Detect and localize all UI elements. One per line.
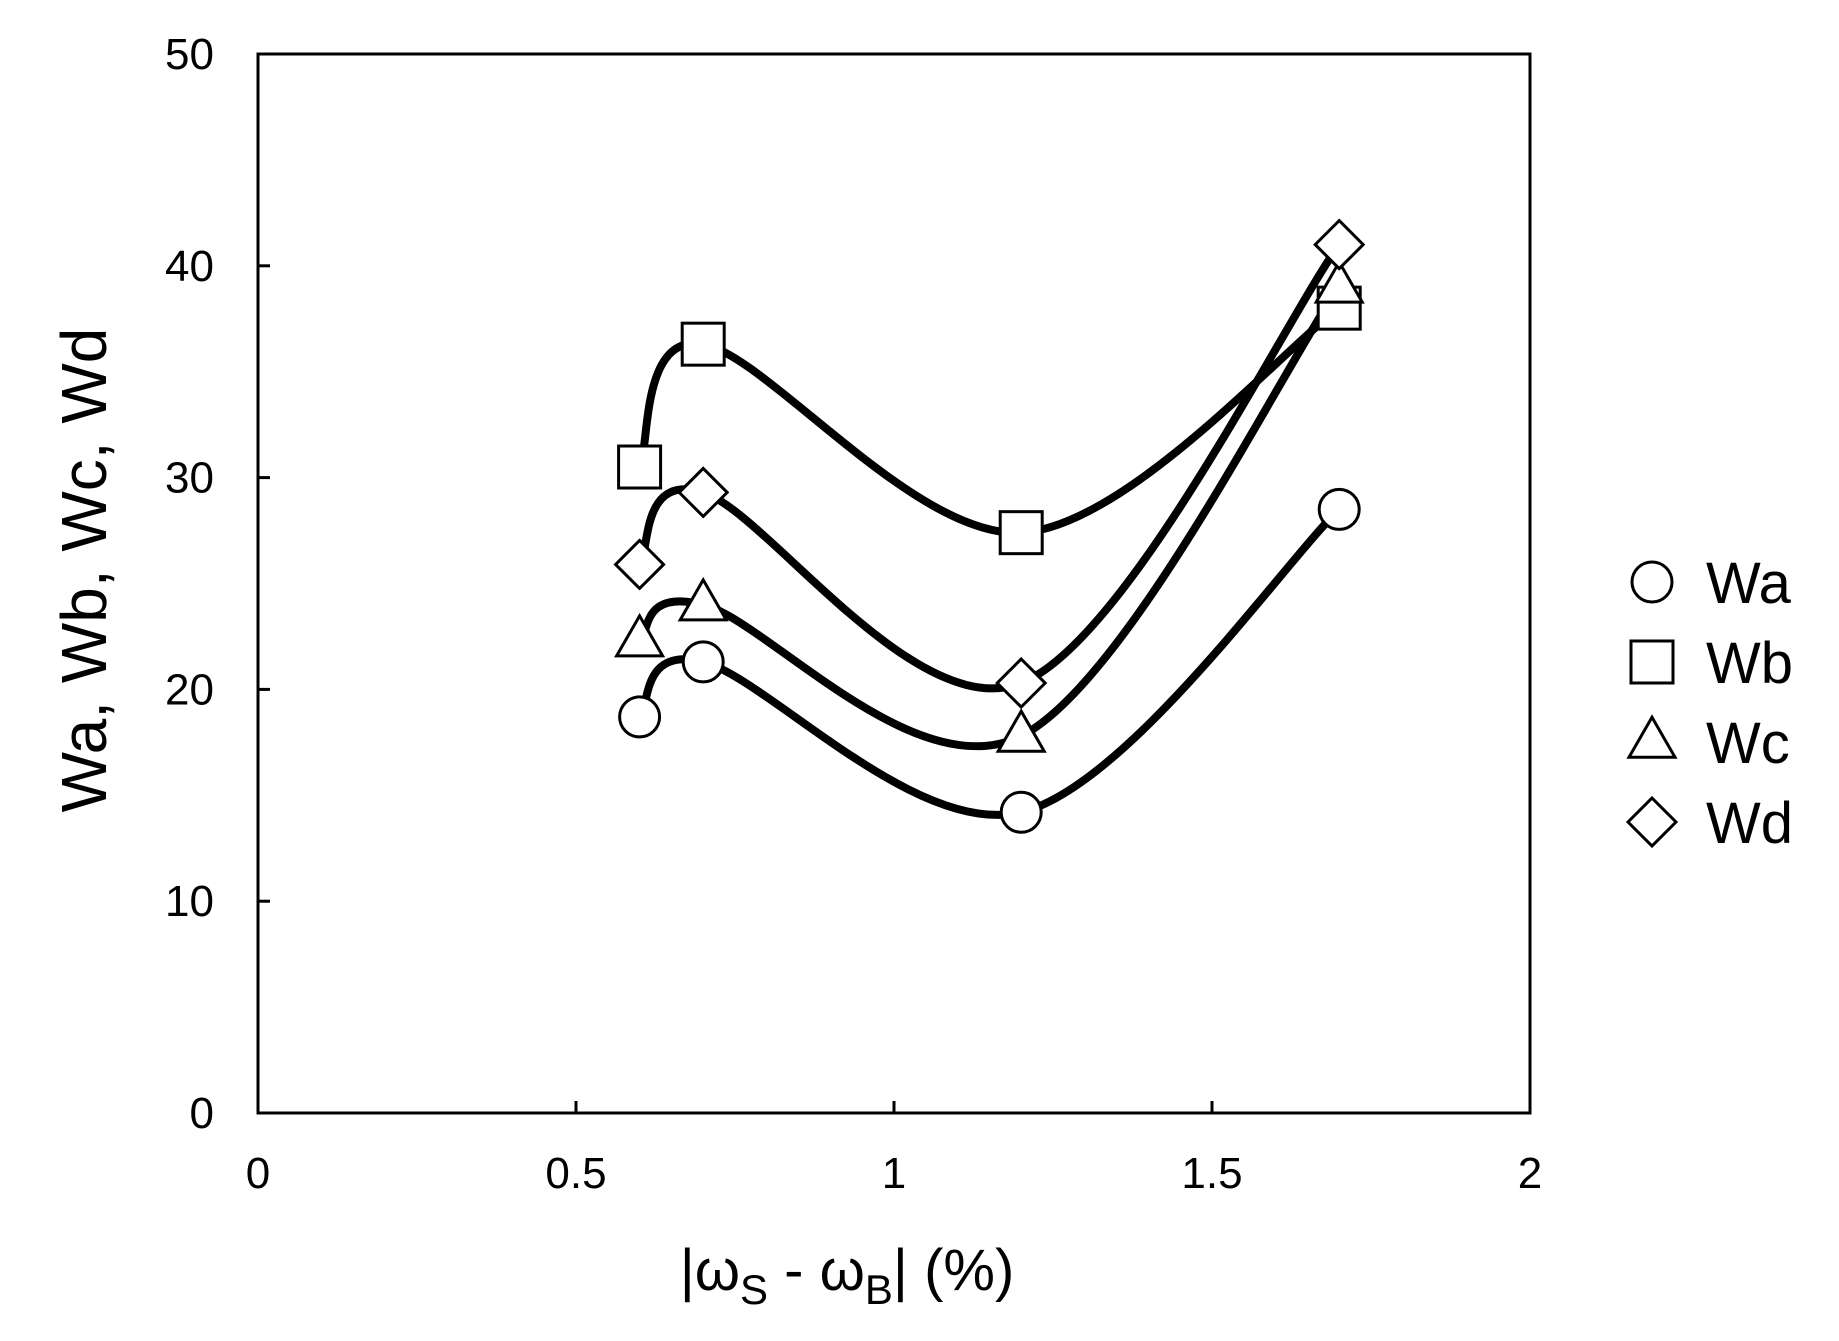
y-tick-label: 0 — [190, 1089, 214, 1138]
legend-marker-wc — [1626, 714, 1678, 759]
legend: Wa Wb Wc Wd — [1625, 551, 1793, 856]
data-point-wc — [1313, 259, 1365, 304]
series-line-wd — [635, 240, 1344, 693]
data-point-wb — [998, 510, 1044, 556]
data-point-wd — [1313, 218, 1366, 271]
y-axis-title: Wa, Wb, Wc, Wd — [48, 328, 120, 813]
data-point-wb — [680, 321, 726, 367]
legend-label-wc: Wc — [1706, 711, 1790, 776]
legend-marker-wa — [1630, 560, 1674, 604]
y-tick-label: 10 — [165, 877, 214, 926]
x-tick-label: 1.5 — [1181, 1149, 1242, 1198]
series-markers — [613, 218, 1366, 834]
data-point-wc — [677, 576, 729, 622]
x-tick-label: 0 — [246, 1149, 270, 1198]
data-point-wa — [999, 790, 1043, 834]
legend-label-wa: Wa — [1706, 551, 1792, 616]
series-line-wc — [635, 282, 1344, 751]
data-point-wc — [995, 708, 1047, 753]
data-point-wa — [1317, 487, 1361, 531]
series-lines — [635, 240, 1344, 819]
data-point-wc — [614, 612, 666, 658]
legend-marker-wb — [1629, 639, 1675, 685]
y-tick-label: 30 — [165, 454, 214, 503]
y-tick-label: 20 — [165, 665, 214, 714]
data-point-wa — [618, 695, 662, 739]
legend-label-wb: Wb — [1706, 631, 1793, 696]
legend-marker-wd — [1625, 795, 1679, 849]
x-tick-label: 2 — [1518, 1149, 1542, 1198]
data-point-wa — [681, 640, 725, 684]
y-tick-label: 50 — [165, 30, 214, 79]
data-point-wd — [613, 538, 666, 591]
data-point-wd — [677, 466, 730, 519]
legend-label-wd: Wd — [1706, 791, 1793, 856]
y-tick-label: 40 — [165, 242, 214, 291]
series-line-wb — [635, 304, 1344, 537]
x-axis-title: |ωS - ωB| (%) — [680, 1238, 1015, 1313]
plot-area-frame — [256, 52, 1532, 1115]
data-point-wd — [995, 656, 1048, 710]
series-line-wa — [635, 505, 1344, 819]
x-tick-label: 1 — [882, 1149, 906, 1198]
x-tick-label: 0.5 — [545, 1149, 606, 1198]
data-point-wb — [617, 444, 663, 490]
